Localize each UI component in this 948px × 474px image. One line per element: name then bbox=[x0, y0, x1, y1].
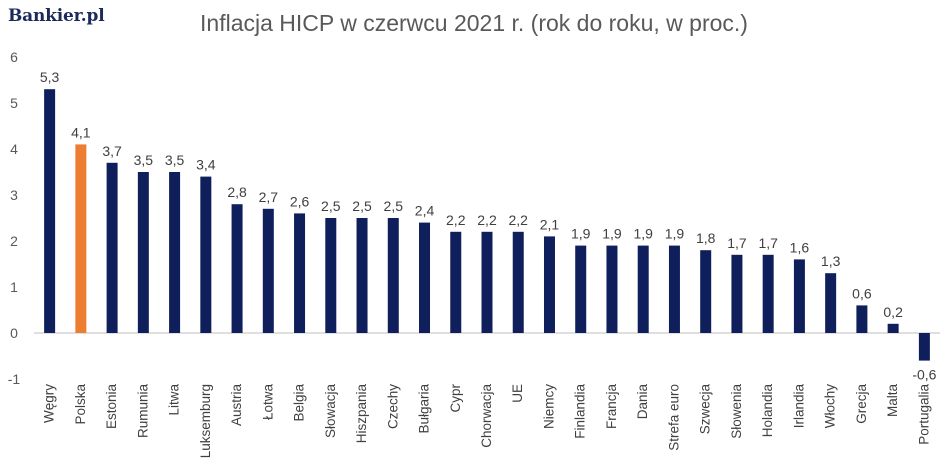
data-label: 1,6 bbox=[790, 239, 810, 255]
bar bbox=[731, 254, 743, 333]
category-label: Grecja bbox=[854, 384, 869, 424]
bar bbox=[450, 231, 462, 333]
category-label: Estonia bbox=[104, 384, 119, 430]
data-label: 2,2 bbox=[477, 212, 497, 228]
category-label: Niemcy bbox=[541, 384, 556, 429]
category-label: Strefa euro bbox=[666, 384, 681, 451]
category-label: Holandia bbox=[760, 384, 775, 438]
bar bbox=[668, 245, 680, 333]
data-label: 2,6 bbox=[290, 193, 310, 209]
bar bbox=[762, 254, 774, 333]
category-label: Austria bbox=[229, 384, 244, 427]
category-label: Bułgaria bbox=[417, 384, 432, 434]
bar bbox=[106, 162, 118, 333]
data-label: 1,9 bbox=[633, 226, 653, 242]
category-label: Finlandia bbox=[573, 384, 588, 439]
category-label: Czechy bbox=[385, 384, 400, 429]
data-label: 1,7 bbox=[758, 235, 778, 251]
category-label: Węgry bbox=[42, 384, 57, 423]
bar bbox=[356, 218, 368, 333]
bar bbox=[169, 172, 181, 333]
bar bbox=[700, 250, 712, 333]
y-tick-label: 4 bbox=[10, 141, 18, 157]
bar bbox=[793, 259, 805, 333]
data-label: 4,1 bbox=[71, 124, 91, 140]
bar bbox=[325, 218, 337, 333]
category-label: Malta bbox=[885, 384, 900, 418]
data-label: 2,5 bbox=[321, 198, 341, 214]
data-label: 1,9 bbox=[571, 226, 591, 242]
y-tick-label: 5 bbox=[10, 95, 18, 111]
data-label: 1,9 bbox=[602, 226, 622, 242]
data-label: 3,5 bbox=[134, 152, 154, 168]
data-label: 2,5 bbox=[384, 198, 404, 214]
category-label: Łotwa bbox=[260, 384, 275, 421]
category-label: Litwa bbox=[167, 384, 182, 416]
bar bbox=[294, 213, 306, 333]
category-label: Hiszpania bbox=[354, 384, 369, 444]
y-tick-label: 2 bbox=[10, 233, 18, 249]
category-label: Słowacja bbox=[323, 384, 338, 439]
bar bbox=[75, 144, 87, 333]
bar bbox=[512, 231, 524, 333]
y-tick-label: 3 bbox=[10, 187, 18, 203]
data-label: 3,5 bbox=[165, 152, 185, 168]
category-label: Belgia bbox=[292, 384, 307, 422]
bar bbox=[856, 305, 868, 333]
category-label: Luksemburg bbox=[198, 384, 213, 458]
bar bbox=[231, 204, 243, 333]
y-tick-label: 0 bbox=[10, 325, 18, 341]
bar bbox=[44, 89, 56, 333]
category-label: Rumunia bbox=[135, 384, 150, 439]
category-label: Dania bbox=[635, 384, 650, 420]
data-label: 0,2 bbox=[883, 304, 903, 320]
chart-title: Inflacja HICP w czerwcu 2021 r. (rok do … bbox=[200, 10, 748, 36]
category-label: UE bbox=[510, 384, 525, 403]
bar bbox=[918, 333, 930, 361]
bar bbox=[481, 231, 493, 333]
category-label: Szwecja bbox=[698, 384, 713, 435]
data-label: 2,2 bbox=[446, 212, 466, 228]
category-label: Polska bbox=[73, 384, 88, 425]
category-label: Portugalia bbox=[916, 384, 931, 445]
data-label: 1,3 bbox=[821, 253, 841, 269]
bar bbox=[825, 273, 837, 333]
y-tick-label: -1 bbox=[8, 371, 21, 387]
bar bbox=[137, 172, 149, 333]
data-label: 0,6 bbox=[852, 285, 872, 301]
y-tick-label: 1 bbox=[10, 279, 18, 295]
y-tick-label: 6 bbox=[10, 49, 18, 65]
data-label: 2,2 bbox=[509, 212, 529, 228]
data-label: -0,6 bbox=[912, 367, 936, 383]
category-label: Irlandia bbox=[791, 384, 806, 429]
bar bbox=[575, 245, 587, 333]
category-label: Francja bbox=[604, 384, 619, 430]
data-label: 3,4 bbox=[196, 157, 216, 173]
category-label: Włochy bbox=[823, 384, 838, 429]
bankier-logo: Bankier.pl bbox=[8, 6, 105, 26]
bar bbox=[637, 245, 649, 333]
category-label: Cypr bbox=[448, 384, 463, 413]
category-label: Słowenia bbox=[729, 384, 744, 439]
bar bbox=[200, 176, 212, 333]
data-label: 2,8 bbox=[227, 184, 247, 200]
category-label: Chorwacja bbox=[479, 384, 494, 448]
data-label: 1,7 bbox=[727, 235, 747, 251]
bar bbox=[419, 222, 431, 333]
data-label: 1,8 bbox=[696, 230, 716, 246]
bar bbox=[887, 323, 899, 333]
bar bbox=[606, 245, 618, 333]
bar bbox=[387, 218, 399, 333]
data-label: 5,3 bbox=[40, 69, 60, 85]
bar bbox=[543, 236, 555, 333]
data-label: 1,9 bbox=[665, 226, 685, 242]
data-label: 3,7 bbox=[102, 143, 122, 159]
data-label: 2,7 bbox=[259, 189, 279, 205]
bar bbox=[262, 208, 274, 333]
data-label: 2,4 bbox=[415, 203, 435, 219]
data-label: 2,1 bbox=[540, 216, 560, 232]
data-label: 2,5 bbox=[352, 198, 372, 214]
